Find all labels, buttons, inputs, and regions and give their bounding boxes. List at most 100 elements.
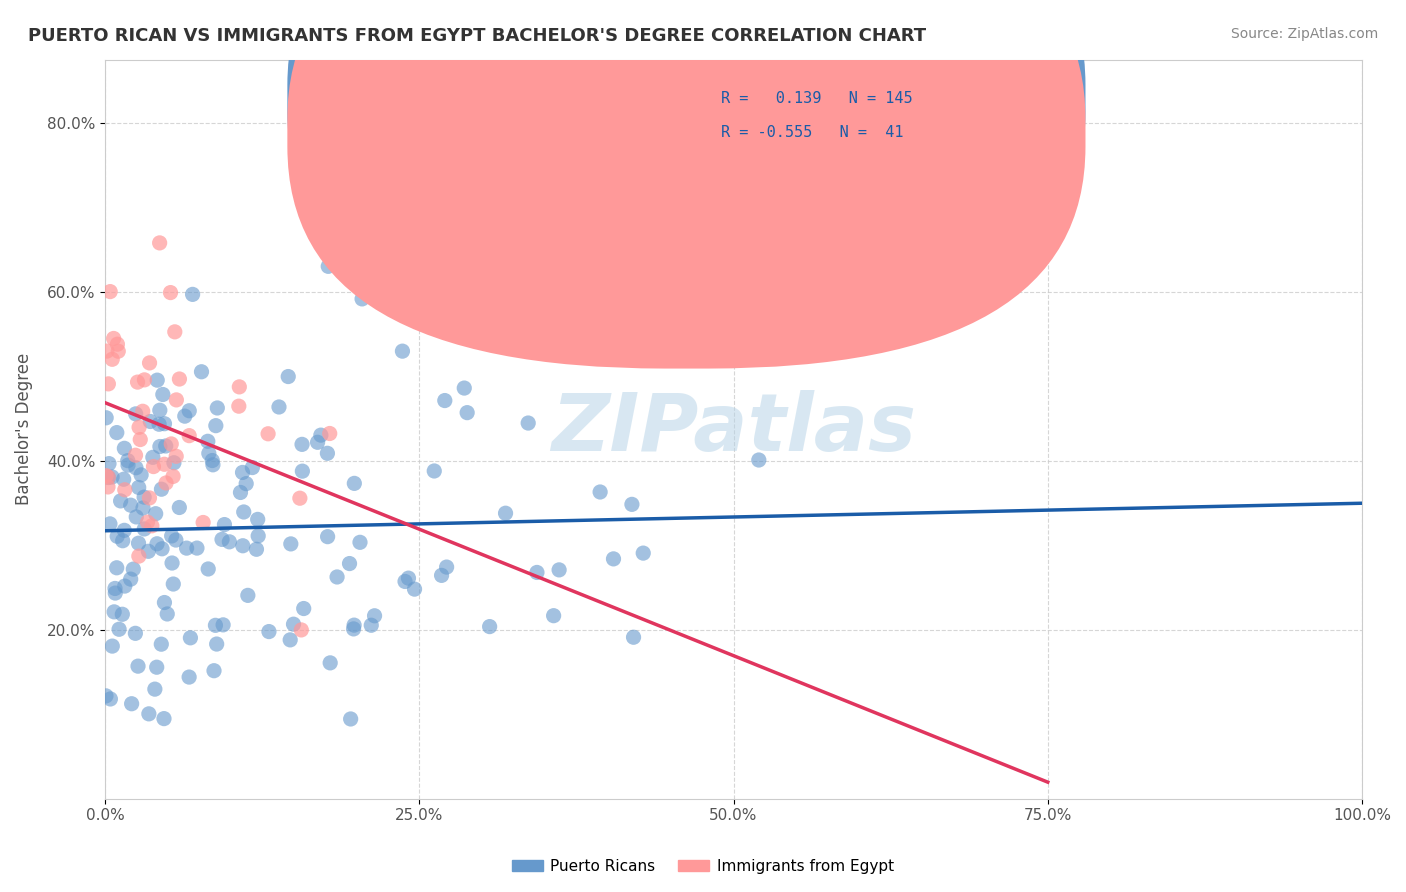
Puerto Ricans xyxy=(132,500,155,515)
Puerto Ricans xyxy=(173,409,195,424)
Puerto Ricans xyxy=(146,537,169,551)
Immigrants from Egypt xyxy=(191,516,214,530)
Immigrants from Egypt xyxy=(228,399,250,413)
Puerto Ricans xyxy=(112,442,135,456)
Puerto Ricans xyxy=(186,541,208,555)
Puerto Ricans xyxy=(112,524,135,538)
Puerto Ricans xyxy=(245,542,267,557)
Puerto Ricans xyxy=(360,618,382,632)
Puerto Ricans xyxy=(152,387,174,401)
Immigrants from Egypt xyxy=(159,285,181,300)
Puerto Ricans xyxy=(517,416,540,430)
Puerto Ricans xyxy=(316,446,339,460)
Immigrants from Egypt xyxy=(94,468,117,483)
Text: ZIPatlas: ZIPatlas xyxy=(551,390,917,468)
Immigrants from Egypt xyxy=(160,437,183,451)
Puerto Ricans xyxy=(246,512,269,526)
Puerto Ricans xyxy=(162,577,184,591)
Puerto Ricans xyxy=(142,450,165,465)
Immigrants from Egypt xyxy=(257,426,280,441)
Puerto Ricans xyxy=(156,607,179,621)
Puerto Ricans xyxy=(352,292,374,306)
Immigrants from Egypt xyxy=(165,450,187,464)
Puerto Ricans xyxy=(319,656,342,670)
Immigrants from Egypt xyxy=(288,491,311,506)
Puerto Ricans xyxy=(291,464,314,478)
Puerto Ricans xyxy=(179,670,201,684)
Puerto Ricans xyxy=(283,617,305,632)
Puerto Ricans xyxy=(100,692,122,706)
Puerto Ricans xyxy=(548,563,571,577)
Puerto Ricans xyxy=(277,369,299,384)
Puerto Ricans xyxy=(620,497,643,511)
Puerto Ricans xyxy=(198,446,221,460)
Immigrants from Egypt xyxy=(179,428,201,442)
Puerto Ricans xyxy=(149,403,172,417)
Puerto Ricans xyxy=(231,466,253,480)
Puerto Ricans xyxy=(160,556,183,570)
Puerto Ricans xyxy=(205,418,228,433)
Immigrants from Egypt xyxy=(124,448,146,462)
Puerto Ricans xyxy=(108,622,131,636)
Puerto Ricans xyxy=(150,482,173,496)
FancyBboxPatch shape xyxy=(640,67,1042,167)
Puerto Ricans xyxy=(478,619,501,633)
Puerto Ricans xyxy=(453,381,475,395)
Puerto Ricans xyxy=(218,534,240,549)
Immigrants from Egypt xyxy=(228,380,250,394)
Immigrants from Egypt xyxy=(96,344,118,359)
Immigrants from Egypt xyxy=(163,325,186,339)
Immigrants from Egypt xyxy=(165,392,187,407)
Puerto Ricans xyxy=(436,560,458,574)
Puerto Ricans xyxy=(176,541,198,555)
Immigrants from Egypt xyxy=(138,356,160,370)
Puerto Ricans xyxy=(430,568,453,582)
Puerto Ricans xyxy=(165,533,187,547)
Puerto Ricans xyxy=(139,415,162,429)
FancyBboxPatch shape xyxy=(287,0,1085,334)
Immigrants from Egypt xyxy=(101,352,124,367)
Puerto Ricans xyxy=(134,490,156,504)
Puerto Ricans xyxy=(433,393,456,408)
Puerto Ricans xyxy=(97,470,120,484)
Puerto Ricans xyxy=(307,435,329,450)
Puerto Ricans xyxy=(236,588,259,602)
Puerto Ricans xyxy=(292,601,315,615)
Puerto Ricans xyxy=(201,458,224,472)
Puerto Ricans xyxy=(543,608,565,623)
Puerto Ricans xyxy=(179,631,201,645)
Immigrants from Egypt xyxy=(128,549,150,563)
Immigrants from Egypt xyxy=(97,470,120,484)
Immigrants from Egypt xyxy=(142,459,165,474)
Puerto Ricans xyxy=(101,639,124,653)
Puerto Ricans xyxy=(128,536,150,550)
Puerto Ricans xyxy=(240,460,263,475)
Puerto Ricans xyxy=(235,476,257,491)
Puerto Ricans xyxy=(232,539,254,553)
Puerto Ricans xyxy=(104,582,127,596)
Text: Source: ZipAtlas.com: Source: ZipAtlas.com xyxy=(1230,27,1378,41)
Puerto Ricans xyxy=(145,507,167,521)
Puerto Ricans xyxy=(363,608,385,623)
Puerto Ricans xyxy=(125,510,148,524)
Puerto Ricans xyxy=(205,637,228,651)
Puerto Ricans xyxy=(342,622,364,636)
Puerto Ricans xyxy=(257,624,280,639)
Puerto Ricans xyxy=(112,472,135,486)
Puerto Ricans xyxy=(155,439,177,453)
Puerto Ricans xyxy=(197,562,219,576)
Puerto Ricans xyxy=(110,494,132,508)
Puerto Ricans xyxy=(602,552,624,566)
Puerto Ricans xyxy=(153,595,176,609)
Puerto Ricans xyxy=(232,505,254,519)
Puerto Ricans xyxy=(181,287,204,301)
Immigrants from Egypt xyxy=(141,518,163,533)
Puerto Ricans xyxy=(127,659,149,673)
Immigrants from Egypt xyxy=(107,344,129,359)
Immigrants from Egypt xyxy=(132,404,155,418)
Puerto Ricans xyxy=(101,470,124,484)
Puerto Ricans xyxy=(105,425,128,440)
Puerto Ricans xyxy=(138,706,160,721)
Immigrants from Egypt xyxy=(134,373,156,387)
Text: R =   0.139   N = 145: R = 0.139 N = 145 xyxy=(721,91,912,106)
